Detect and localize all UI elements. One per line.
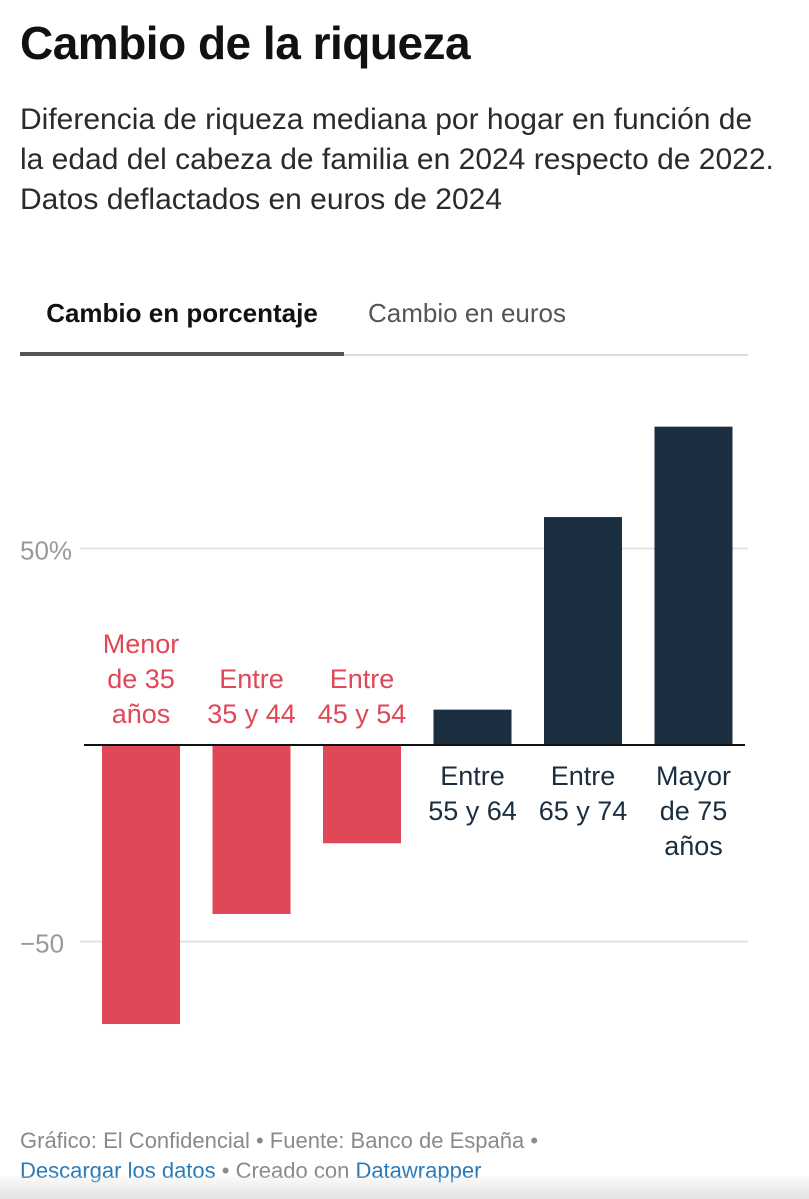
footer-credit: Gráfico: El Confidencial • Fuente: Banco… [20, 1128, 539, 1153]
bar [212, 745, 291, 914]
chart-title: Cambio de la riqueza [20, 17, 471, 69]
bar [654, 426, 733, 745]
y-tick-label: 50% [20, 536, 72, 566]
bar [102, 745, 180, 1025]
bar [433, 709, 512, 745]
bar-chart: 50% −50 Menor de 35 años Entre 35 y 44 Entre 45 … [20, 426, 748, 1025]
y-tick-label: −50 [20, 929, 64, 959]
chart-subtitle: Diferencia de riqueza mediana por hogar … [20, 103, 774, 216]
tab-cambio-euros[interactable]: Cambio en euros [368, 298, 566, 328]
category-label: Entre 45 y 54 [318, 664, 407, 729]
bar [544, 517, 622, 745]
category-label: Entre 65 y 74 [539, 761, 628, 826]
bottom-fade [0, 1176, 809, 1199]
category-label: Mayor de 75 años [656, 761, 731, 861]
category-label: Menor de 35 años [103, 629, 180, 729]
tab-bar: Cambio en porcentaje Cambio en euros [20, 290, 748, 356]
category-label: Entre 35 y 44 [207, 664, 296, 729]
category-label: Entre 55 y 64 [428, 761, 517, 826]
tab-cambio-porcentaje[interactable]: Cambio en porcentaje [20, 298, 344, 356]
bar [323, 745, 401, 844]
